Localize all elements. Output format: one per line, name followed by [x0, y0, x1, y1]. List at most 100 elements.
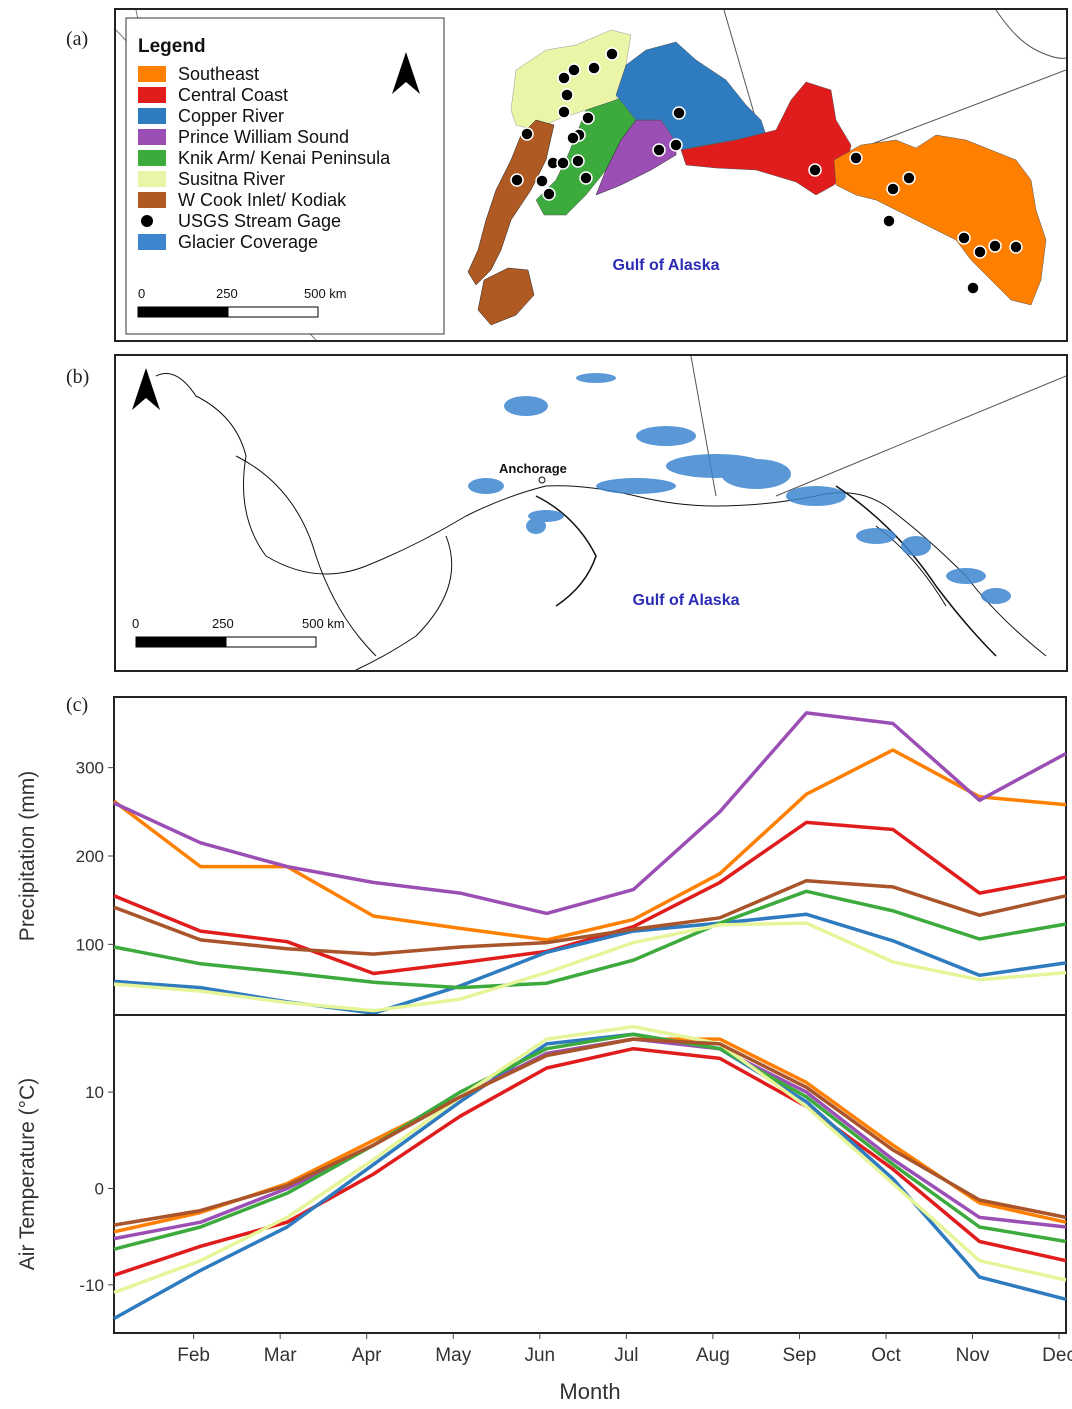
scale-bar-black [137, 306, 229, 318]
border-line [775, 375, 1066, 497]
scale-label-500: 500 km [302, 616, 345, 631]
scale-label-250: 250 [216, 286, 238, 301]
stream-gage-marker [587, 61, 601, 75]
map-b-sea-label: Gulf of Alaska [633, 592, 740, 609]
glacier-patch [981, 588, 1011, 604]
region-southeast [833, 134, 1047, 306]
series-line-0 [112, 748, 1067, 942]
border-line [855, 69, 1066, 151]
scale-bar-white [227, 306, 319, 318]
panel-label-a: (a) [66, 28, 89, 50]
series-line-3 [113, 711, 1067, 916]
glacier-patch [636, 426, 696, 446]
line-charts: 100 200 300 Precipitation (mm) -10 0 10 Air Te… [16, 696, 1072, 1404]
glacier-patch [526, 518, 546, 534]
y-tick-label: 100 [76, 935, 104, 954]
coastline [235, 455, 377, 657]
y-tick-label: 10 [85, 1083, 104, 1102]
stream-gage-marker [560, 88, 574, 102]
coastline [355, 535, 453, 670]
stream-gage-marker [902, 171, 916, 185]
y-tick-label: -10 [79, 1276, 104, 1295]
y-tick-label: 300 [76, 759, 104, 778]
coastline [835, 485, 997, 657]
glacier-coverage [468, 373, 1011, 604]
stream-gage-marker [973, 245, 987, 259]
y-tick-label: 0 [95, 1179, 104, 1198]
legend-label: Susitna River [178, 169, 285, 189]
map-panel-a: Gulf of Alaska Legend Southeast Central C… [114, 8, 1068, 342]
scale-label-0: 0 [132, 616, 139, 631]
x-tick-label: Feb [177, 1345, 210, 1366]
legend-swatch [138, 192, 166, 208]
legend-swatch [138, 150, 166, 166]
glacier-patch [901, 536, 931, 556]
legend-label: Prince William Sound [178, 127, 349, 147]
legend-swatch [138, 234, 166, 250]
region-w-cook-inlet [467, 119, 555, 326]
panel-label-b: (b) [66, 366, 90, 388]
stream-gage-marker [957, 231, 971, 245]
series-line-4 [113, 1032, 1067, 1251]
stream-gage-marker [535, 174, 549, 188]
anchorage-marker [538, 476, 546, 484]
x-tick-label: Apr [352, 1345, 382, 1366]
stream-gage-marker [556, 156, 570, 170]
scale-label-500: 500 km [304, 286, 347, 301]
legend-swatch [138, 129, 166, 145]
stream-gage-marker [581, 111, 595, 125]
x-tick-label: May [435, 1345, 471, 1366]
stream-gage-marker [672, 106, 686, 120]
series-line-1 [113, 820, 1067, 976]
stream-gage-marker [808, 163, 822, 177]
series-line-0 [113, 1037, 1067, 1234]
legend-swatch [138, 66, 166, 82]
region-copper-river [615, 41, 767, 151]
scale-label-250: 250 [212, 616, 234, 631]
x-tick-label: Nov [956, 1345, 990, 1366]
legend-swatch [141, 215, 153, 227]
plot-frame [113, 1014, 1067, 1334]
stream-gage-marker [966, 281, 980, 295]
x-axis-label: Month [559, 1379, 620, 1404]
scale-label-0: 0 [138, 286, 145, 301]
legend-label: Knik Arm/ Kenai Peninsula [178, 148, 391, 168]
legend-label: W Cook Inlet/ Kodiak [178, 190, 347, 210]
x-tick-label: Jun [524, 1345, 555, 1366]
panel-label-c: (c) [66, 694, 89, 716]
legend-swatch [138, 171, 166, 187]
legend-swatch [138, 108, 166, 124]
stream-gage-marker [557, 105, 571, 119]
stream-gage-marker [652, 143, 666, 157]
map-panel-b: Anchorage Gulf of Alaska 0 250 500 km [114, 354, 1068, 672]
stream-gage-marker [557, 71, 571, 85]
map-b-svg: Anchorage Gulf of Alaska 0 250 500 km [132, 356, 1066, 670]
stream-gage-marker [605, 47, 619, 61]
y-tick-label: 200 [76, 847, 104, 866]
stream-gage-marker [886, 182, 900, 196]
series-line-2 [113, 1032, 1067, 1321]
legend-title: Legend [138, 36, 206, 57]
x-axis: Feb Mar Apr May Jun Jul Aug Sep Oct Nov Dec Month [177, 1333, 1072, 1404]
x-tick-label: Mar [264, 1345, 297, 1366]
glacier-patch [576, 373, 616, 383]
stream-gage-marker [542, 187, 556, 201]
glacier-patch [504, 396, 548, 416]
legend-label: USGS Stream Gage [178, 211, 341, 231]
stream-gage-marker [566, 131, 580, 145]
coastline [155, 373, 1047, 657]
scale-bar-white [225, 636, 317, 648]
border-line [723, 10, 757, 121]
glacier-patch [856, 528, 896, 544]
x-tick-label: Dec [1042, 1345, 1072, 1366]
glacier-patch [468, 478, 504, 494]
scale-bar-black [135, 636, 227, 648]
glacier-patch [946, 568, 986, 584]
stream-gage-marker [520, 127, 534, 141]
legend-box [125, 17, 445, 335]
legend-label: Glacier Coverage [178, 232, 318, 252]
anchorage-label: Anchorage [499, 461, 567, 476]
stream-gage-marker [567, 63, 581, 77]
